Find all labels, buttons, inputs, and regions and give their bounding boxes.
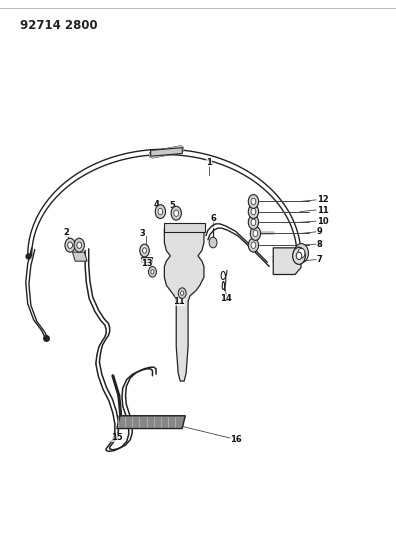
Circle shape: [174, 210, 179, 216]
Circle shape: [178, 288, 186, 298]
Circle shape: [248, 215, 259, 229]
Polygon shape: [72, 252, 87, 261]
Text: 2: 2: [64, 229, 69, 237]
Circle shape: [296, 252, 302, 260]
Circle shape: [248, 238, 259, 252]
Circle shape: [253, 230, 258, 237]
Text: 12: 12: [317, 196, 329, 204]
Text: 13: 13: [141, 260, 153, 268]
Circle shape: [250, 227, 261, 240]
Text: 11: 11: [173, 297, 185, 305]
Text: 10: 10: [317, 217, 328, 225]
Circle shape: [251, 198, 256, 205]
Circle shape: [251, 208, 256, 215]
Circle shape: [151, 270, 154, 274]
Circle shape: [248, 205, 259, 219]
Circle shape: [293, 247, 305, 264]
Circle shape: [209, 237, 217, 248]
Circle shape: [158, 208, 163, 215]
Text: 6: 6: [210, 214, 216, 223]
Text: 9: 9: [317, 228, 323, 236]
Text: 11: 11: [317, 206, 329, 214]
Text: 7: 7: [317, 255, 323, 264]
Text: 8: 8: [317, 240, 323, 248]
Polygon shape: [150, 148, 182, 156]
Text: 14: 14: [220, 294, 232, 303]
Text: 15: 15: [111, 433, 123, 441]
Circle shape: [298, 248, 305, 258]
Circle shape: [251, 219, 256, 225]
Polygon shape: [273, 248, 301, 274]
Circle shape: [68, 242, 72, 248]
Polygon shape: [164, 224, 204, 381]
Circle shape: [171, 206, 181, 220]
Polygon shape: [117, 416, 185, 429]
Circle shape: [251, 242, 256, 248]
Circle shape: [143, 248, 147, 253]
Circle shape: [77, 242, 82, 248]
Circle shape: [65, 238, 75, 252]
Circle shape: [294, 244, 308, 263]
Text: 3: 3: [140, 229, 145, 238]
Polygon shape: [164, 223, 205, 232]
Circle shape: [148, 266, 156, 277]
Text: 1: 1: [206, 158, 212, 167]
Circle shape: [74, 238, 84, 252]
Text: 5: 5: [169, 201, 175, 210]
Text: 4: 4: [153, 200, 159, 208]
Circle shape: [155, 205, 166, 219]
Polygon shape: [141, 257, 152, 262]
Text: 16: 16: [230, 435, 242, 444]
Circle shape: [140, 244, 149, 257]
Text: 92714 2800: 92714 2800: [20, 19, 97, 31]
Circle shape: [248, 195, 259, 208]
Circle shape: [181, 291, 184, 295]
